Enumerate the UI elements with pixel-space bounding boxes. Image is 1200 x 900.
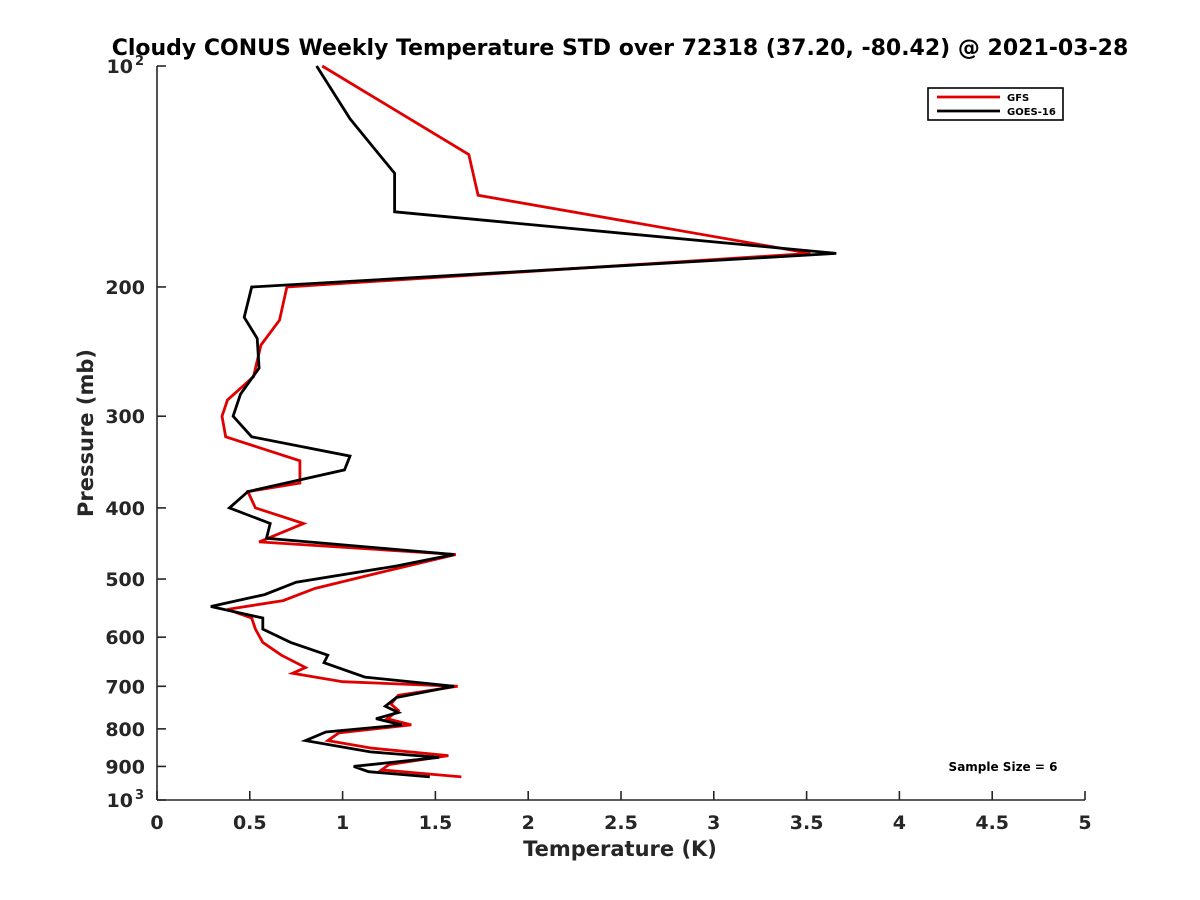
y-tick-label: 500 bbox=[105, 569, 145, 591]
x-axis-label: Temperature (K) bbox=[523, 837, 717, 861]
y-tick-label: 900 bbox=[105, 756, 145, 778]
sample-size-annotation: Sample Size = 6 bbox=[949, 760, 1058, 774]
axes: 0 0.5 1 1.5 2 2.5 3 3.5 4 4.5 5 200 300 400 500 600 700 8… bbox=[105, 54, 1091, 834]
y-axis-label: Pressure (mb) bbox=[74, 349, 98, 517]
legend-label-goes-16: GOES-16 bbox=[1007, 107, 1056, 118]
y-tick-label: 800 bbox=[105, 719, 145, 741]
x-tick-label: 0 bbox=[150, 812, 163, 834]
x-tick-label: 4 bbox=[893, 812, 906, 834]
y-tick-label: 300 bbox=[105, 406, 145, 428]
legend: GFS GOES-16 bbox=[927, 87, 1064, 121]
x-tick-label: 1.5 bbox=[419, 812, 453, 834]
series-layer bbox=[210, 64, 837, 779]
y-tick-label: 10 bbox=[107, 790, 133, 812]
series-line-gfs bbox=[220, 64, 811, 779]
x-tick-label: 2 bbox=[522, 812, 535, 834]
x-tick-label: 4.5 bbox=[975, 812, 1009, 834]
y-tick-label: 400 bbox=[105, 498, 145, 520]
x-tick-label: 3 bbox=[707, 812, 720, 834]
x-tick-label: 5 bbox=[1078, 812, 1091, 834]
x-tick-label: 3.5 bbox=[790, 812, 824, 834]
x-tick-label: 1 bbox=[336, 812, 349, 834]
legend-box bbox=[927, 87, 1064, 121]
series-line-goes-16 bbox=[210, 65, 837, 779]
y-tick-label: 700 bbox=[105, 676, 145, 698]
legend-label-gfs: GFS bbox=[1007, 93, 1029, 104]
y-tick-label: 10 bbox=[107, 56, 133, 78]
x-tick-label: 2.5 bbox=[604, 812, 638, 834]
y-tick-exponent: 3 bbox=[135, 788, 144, 803]
x-tick-label: 0.5 bbox=[233, 812, 267, 834]
y-tick-exponent: 2 bbox=[135, 54, 144, 69]
chart-title: Cloudy CONUS Weekly Temperature STD over… bbox=[112, 36, 1129, 61]
y-tick-label: 600 bbox=[105, 627, 145, 649]
y-tick-label: 200 bbox=[105, 277, 145, 299]
